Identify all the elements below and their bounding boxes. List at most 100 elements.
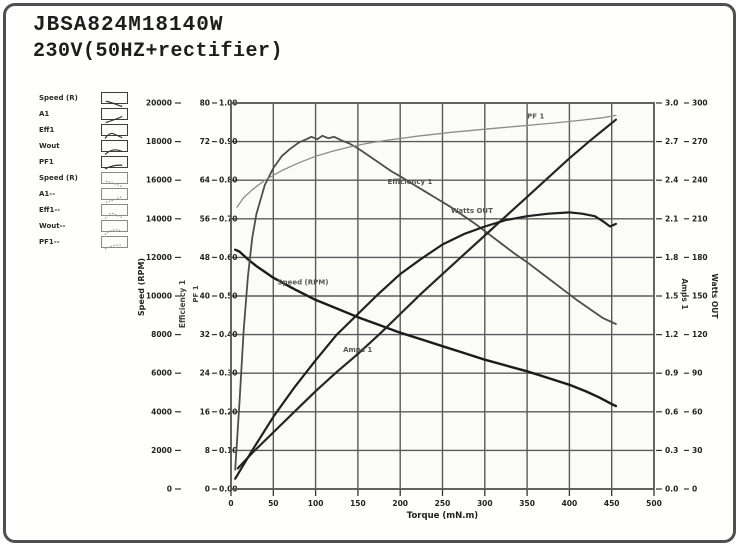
watts-tick-label: 150 xyxy=(692,292,708,301)
pf-axis-title: PF 1 xyxy=(192,285,200,302)
pf-tick-label: 0.30 xyxy=(219,369,238,378)
pf-tick-label: 0.10 xyxy=(219,446,238,455)
efficiency-tick-label: 24 xyxy=(200,369,210,378)
efficiency-tick-label: 40 xyxy=(200,292,210,301)
amps-curve-thumbnail[interactable] xyxy=(101,108,128,124)
legend-item-0: Speed (R) xyxy=(39,90,128,108)
speed-tick-label: 16000 xyxy=(146,176,172,185)
curve-label: Watts OUT xyxy=(451,207,493,215)
efficiency-tick-label: 16 xyxy=(200,407,210,416)
speed-tick-label: 2000 xyxy=(151,446,172,455)
curve-label: Efficiency 1 xyxy=(388,178,433,186)
report-frame: JBSA824M18140W 230V(50HZ+rectifier) Spee… xyxy=(3,3,736,543)
curve-amps xyxy=(236,118,618,470)
curve-watts xyxy=(234,211,618,480)
efficiency-tick-label: 56 xyxy=(200,214,210,223)
pf-tick-label: 0.00 xyxy=(219,485,238,494)
legend-item-label: Speed (R) xyxy=(39,94,78,102)
speed-axis-title: Speed (RPM) xyxy=(137,258,146,316)
watts-tick-label: 120 xyxy=(692,330,708,339)
x-tick-label: 450 xyxy=(604,499,620,508)
legend-item-label: Wout-- xyxy=(39,222,66,230)
watts-tick-label: 60 xyxy=(692,407,702,416)
pf-tick-label: 0.60 xyxy=(219,253,238,262)
speed-tick-label: 10000 xyxy=(146,292,172,301)
x-tick-label: 100 xyxy=(308,499,324,508)
pf-curve-thumbnail[interactable] xyxy=(101,156,128,170)
voltage-spec-title: 230V(50HZ+rectifier) xyxy=(33,40,284,63)
x-tick-label: 500 xyxy=(646,499,662,508)
x-tick-label: 50 xyxy=(268,499,278,508)
speed-curve-thumbnail[interactable] xyxy=(101,172,128,188)
curve-label: PF 1 xyxy=(527,112,544,120)
legend-item-1: A1 xyxy=(39,106,128,124)
watts-curve-thumbnail[interactable] xyxy=(101,220,128,235)
pf-curve-thumbnail[interactable] xyxy=(101,236,128,250)
curve-label: Speed (RPM) xyxy=(278,278,329,286)
curve-pf xyxy=(236,114,617,208)
curve-speed xyxy=(233,248,618,408)
curve-eff xyxy=(234,134,617,471)
legend-item-label: Eff1-- xyxy=(39,206,61,214)
legend-item-8: Wout-- xyxy=(39,218,128,235)
legend-item-label: PF1 xyxy=(39,158,54,166)
efficiency-tick-label: 8 xyxy=(205,446,210,455)
amps-tick-label: 0.3 xyxy=(665,446,678,455)
efficiency-tick-label: 80 xyxy=(200,99,210,108)
efficiency-tick-label: 32 xyxy=(200,330,210,339)
x-tick-label: 150 xyxy=(350,499,366,508)
amps-tick-label: 0.0 xyxy=(665,485,678,494)
speed-tick-label: 18000 xyxy=(146,137,172,146)
eff-curve-thumbnail[interactable] xyxy=(101,124,128,139)
speed-tick-label: 20000 xyxy=(146,99,172,108)
legend-item-2: Eff1 xyxy=(39,122,128,139)
speed-tick-label: 12000 xyxy=(146,253,172,262)
pf-tick-label: 0.40 xyxy=(219,330,238,339)
amps-tick-label: 1.8 xyxy=(665,253,678,262)
efficiency-axis-title: Efficiency 1 xyxy=(178,280,187,328)
pf-tick-label: 0.70 xyxy=(219,214,238,223)
legend-item-label: Speed (R) xyxy=(39,174,78,182)
legend-item-7: Eff1-- xyxy=(39,202,128,219)
x-tick-label: 350 xyxy=(519,499,535,508)
eff-curve-thumbnail[interactable] xyxy=(101,204,128,219)
legend-item-label: Eff1 xyxy=(39,126,55,134)
speed-tick-label: 6000 xyxy=(151,369,172,378)
efficiency-tick-label: 64 xyxy=(200,176,210,185)
pf-tick-label: 0.80 xyxy=(219,176,238,185)
efficiency-tick-label: 72 xyxy=(200,137,210,146)
legend-item-9: PF1-- xyxy=(39,234,128,250)
efficiency-tick-label: 48 xyxy=(200,253,210,262)
watts-tick-label: 90 xyxy=(692,369,702,378)
watts-tick-label: 210 xyxy=(692,214,708,223)
speed-tick-label: 8000 xyxy=(151,330,172,339)
performance-chart: 0 50 100 150 200 250 300 350 400 450 500 20000 80 1.0… xyxy=(34,84,743,533)
amps-tick-label: 0.9 xyxy=(665,369,678,378)
amps-tick-label: 2.4 xyxy=(665,176,678,185)
legend-item-label: PF1-- xyxy=(39,238,60,246)
pf-tick-label: 1.00 xyxy=(219,99,238,108)
watts-curve-thumbnail[interactable] xyxy=(101,140,128,155)
report-header: JBSA824M18140W 230V(50HZ+rectifier) xyxy=(33,14,283,63)
x-tick-label: 200 xyxy=(392,499,408,508)
pf-tick-label: 0.50 xyxy=(219,292,238,301)
legend-item-6: A1-- xyxy=(39,186,128,204)
speed-tick-label: 14000 xyxy=(146,214,172,223)
legend-item-5: Speed (R) xyxy=(39,170,128,188)
plot-border xyxy=(230,102,655,490)
amps-tick-label: 2.7 xyxy=(665,137,678,146)
watts-tick-label: 30 xyxy=(692,446,702,455)
legend-item-label: A1-- xyxy=(39,190,56,198)
speed-curve-thumbnail[interactable] xyxy=(101,92,128,108)
legend-item-3: Wout xyxy=(39,138,128,155)
efficiency-tick-label: 0 xyxy=(205,485,210,494)
legend-item-label: Wout xyxy=(39,142,60,150)
watts-tick-label: 270 xyxy=(692,137,708,146)
amps-tick-label: 3.0 xyxy=(665,99,678,108)
amps-curve-thumbnail[interactable] xyxy=(101,188,128,204)
amps-tick-label: 0.6 xyxy=(665,407,678,416)
amps-tick-label: 1.5 xyxy=(665,292,678,301)
curve-label: Amps 1 xyxy=(343,346,372,354)
x-tick-label: 300 xyxy=(477,499,493,508)
legend-item-label: A1 xyxy=(39,110,50,118)
